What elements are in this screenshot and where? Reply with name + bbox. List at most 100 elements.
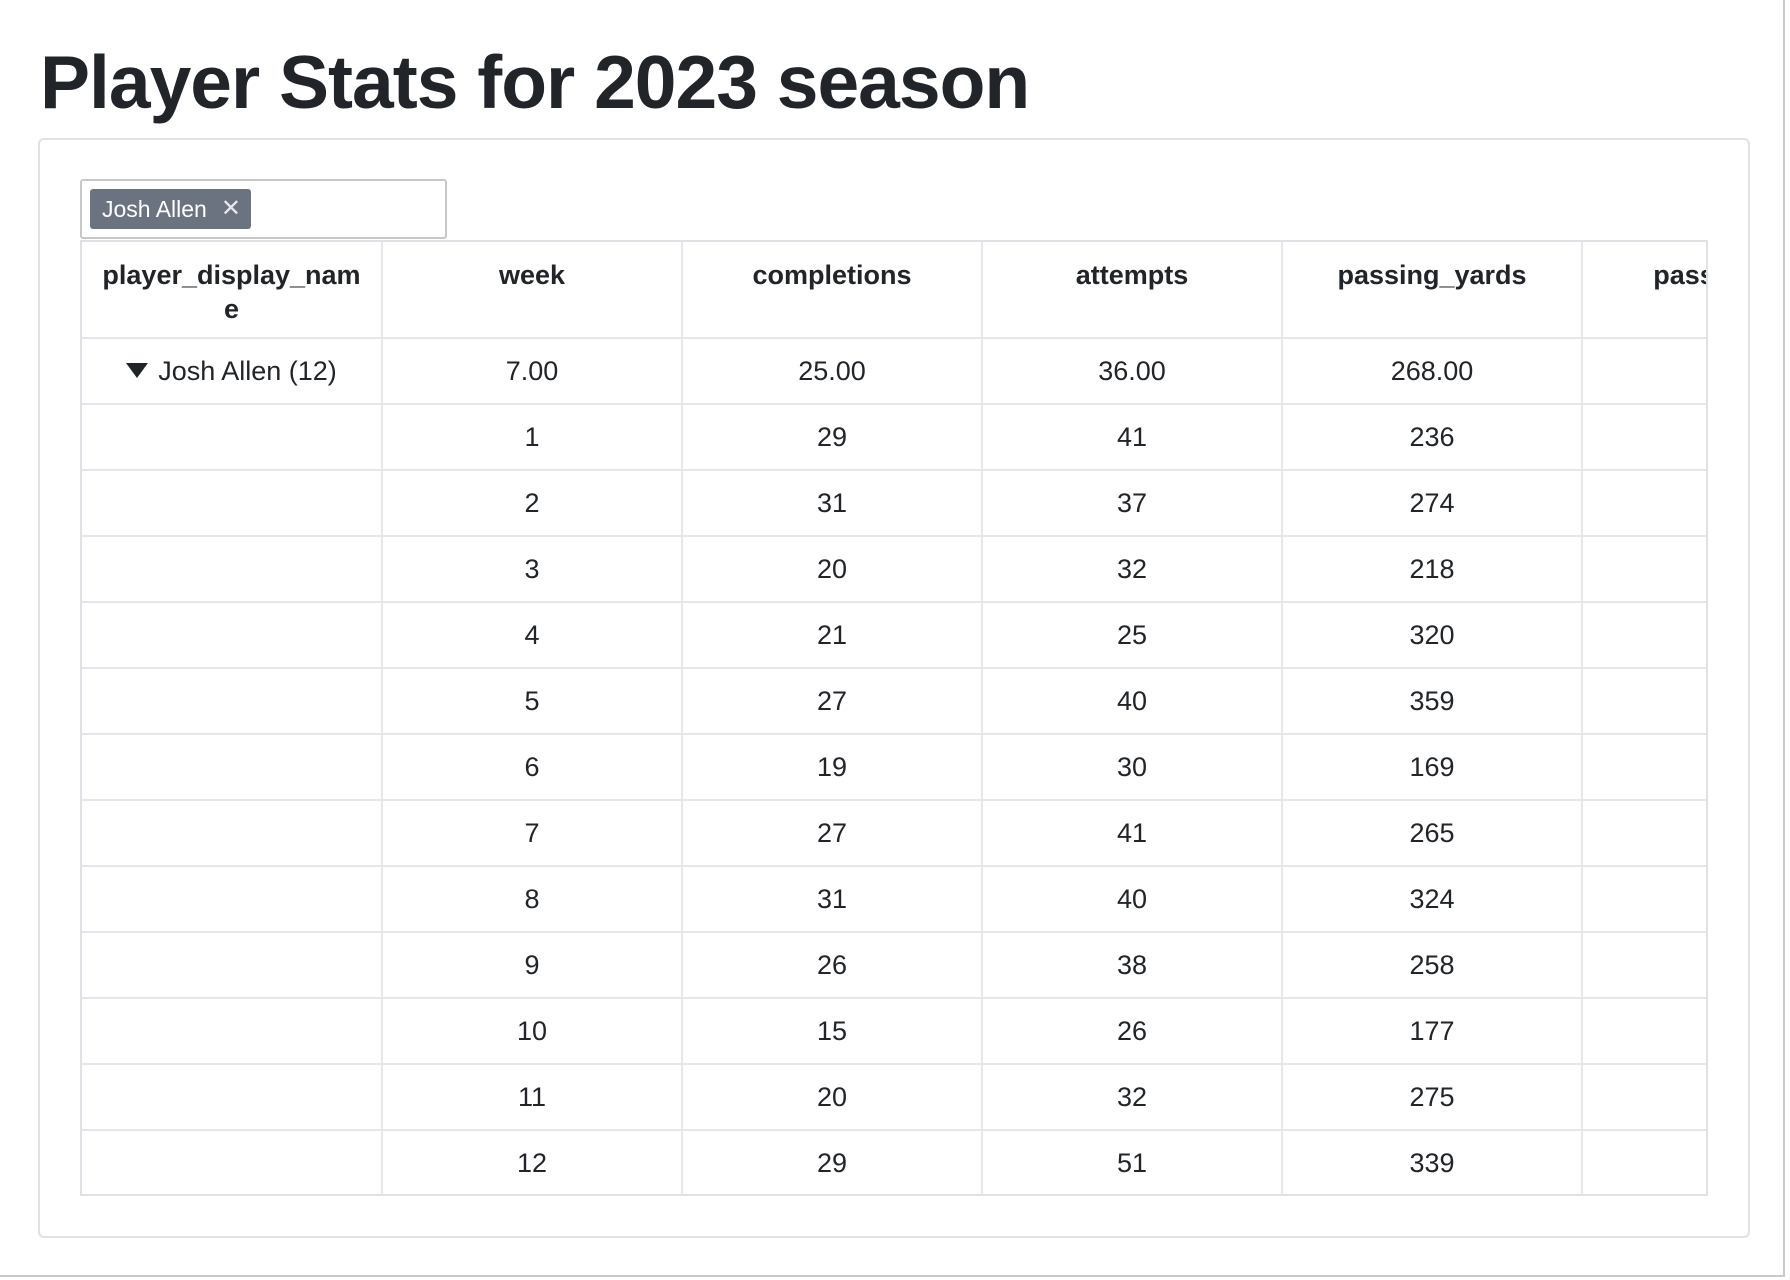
table-cell: 275 — [1282, 1064, 1583, 1131]
table-cell: 29 — [682, 1130, 983, 1194]
table-cell: 359 — [1282, 668, 1583, 735]
table-cell: 15 — [682, 998, 983, 1065]
table-cell — [82, 1130, 383, 1194]
table-cell: 20 — [682, 536, 983, 603]
table-cell: 7.00 — [382, 338, 683, 405]
column-header[interactable]: attempts — [982, 242, 1283, 339]
table-row: 1 29 41 236 — [82, 404, 1706, 471]
table-row: 3 20 32 218 — [82, 536, 1706, 603]
caret-down-icon[interactable] — [126, 362, 149, 378]
table-cell — [1582, 1064, 1706, 1131]
table-cell: 32 — [982, 536, 1283, 603]
close-icon[interactable]: ✕ — [220, 195, 241, 222]
table-cell — [82, 998, 383, 1065]
table-row: 11 20 32 275 — [82, 1064, 1706, 1131]
table-cell — [1582, 536, 1706, 603]
table-cell: 7 — [382, 800, 683, 867]
table-cell — [82, 404, 383, 471]
group-label: Josh Allen (12) — [158, 355, 337, 386]
stats-table-container[interactable]: player_display_name week completions att… — [80, 240, 1708, 1196]
table-cell — [1582, 470, 1706, 537]
table-cell: 21 — [682, 602, 983, 669]
table-cell: 8 — [382, 866, 683, 933]
table-cell: 31 — [682, 470, 983, 537]
table-cell: 12 — [382, 1130, 683, 1194]
table-cell — [1582, 800, 1706, 867]
table-cell — [82, 602, 383, 669]
table-cell — [1582, 338, 1706, 405]
table-cell: 236 — [1282, 404, 1583, 471]
table-cell: 37 — [982, 470, 1283, 537]
stats-table: player_display_name week completions att… — [82, 242, 1706, 1194]
table-row: 2 31 37 274 — [82, 470, 1706, 537]
table-cell: 51 — [982, 1130, 1283, 1194]
column-header[interactable]: week — [382, 242, 683, 339]
table-cell: 3 — [382, 536, 683, 603]
table-cell — [82, 866, 383, 933]
table-cell: 40 — [982, 668, 1283, 735]
table-cell — [82, 668, 383, 735]
table-cell: 19 — [682, 734, 983, 801]
table-row: 4 21 25 320 — [82, 602, 1706, 669]
column-header[interactable]: completions — [682, 242, 983, 339]
table-row: 12 29 51 339 — [82, 1130, 1706, 1194]
table-cell — [82, 536, 383, 603]
group-row[interactable]: Josh Allen (12) 7.00 25.00 36.00 268.00 — [82, 338, 1706, 405]
table-cell — [1582, 866, 1706, 933]
table-cell: 41 — [982, 800, 1283, 867]
table-cell: 32 — [982, 1064, 1283, 1131]
table-cell: 177 — [1282, 998, 1583, 1065]
table-cell — [1582, 1130, 1706, 1194]
table-cell: 25.00 — [682, 338, 983, 405]
table-cell: 11 — [382, 1064, 683, 1131]
table-cell: 26 — [982, 998, 1283, 1065]
table-row: 5 27 40 359 — [82, 668, 1706, 735]
table-cell: 339 — [1282, 1130, 1583, 1194]
table-cell: 38 — [982, 932, 1283, 999]
table-cell: 27 — [682, 668, 983, 735]
table-row: 9 26 38 258 — [82, 932, 1706, 999]
table-cell: 324 — [1282, 866, 1583, 933]
table-cell: 218 — [1282, 536, 1583, 603]
table-cell: 26 — [682, 932, 983, 999]
table-row: 8 31 40 324 — [82, 866, 1706, 933]
table-cell — [82, 932, 383, 999]
table-cell: 31 — [682, 866, 983, 933]
table-row: 10 15 26 177 — [82, 998, 1706, 1065]
page-title: Player Stats for 2023 season — [40, 40, 1030, 124]
table-cell: 265 — [1282, 800, 1583, 867]
table-cell: 30 — [982, 734, 1283, 801]
player-filter-input[interactable]: Josh Allen ✕ — [80, 179, 447, 239]
table-cell: 1 — [382, 404, 683, 471]
column-header[interactable]: player_display_name — [82, 242, 383, 339]
table-cell — [82, 734, 383, 801]
table-cell: 5 — [382, 668, 683, 735]
filter-chip: Josh Allen ✕ — [90, 189, 251, 229]
table-cell: 40 — [982, 866, 1283, 933]
table-row: 6 19 30 169 — [82, 734, 1706, 801]
table-cell: 169 — [1282, 734, 1583, 801]
table-cell: 27 — [682, 800, 983, 867]
table-cell — [82, 800, 383, 867]
column-header[interactable]: passing_tds — [1582, 242, 1706, 339]
table-cell: 25 — [982, 602, 1283, 669]
table-cell: 10 — [382, 998, 683, 1065]
table-cell: 20 — [682, 1064, 983, 1131]
group-cell[interactable]: Josh Allen (12) — [82, 338, 383, 405]
table-cell — [82, 1064, 383, 1131]
table-cell: 4 — [382, 602, 683, 669]
column-header[interactable]: passing_yards — [1282, 242, 1583, 339]
table-cell — [1582, 404, 1706, 471]
table-cell — [1582, 998, 1706, 1065]
table-cell: 6 — [382, 734, 683, 801]
table-cell — [82, 470, 383, 537]
table-cell — [1582, 602, 1706, 669]
filter-chip-label: Josh Allen — [102, 195, 207, 222]
table-cell: 274 — [1282, 470, 1583, 537]
table-cell: 41 — [982, 404, 1283, 471]
table-cell: 268.00 — [1282, 338, 1583, 405]
table-cell: 320 — [1282, 602, 1583, 669]
table-cell — [1582, 734, 1706, 801]
table-cell — [1582, 932, 1706, 999]
